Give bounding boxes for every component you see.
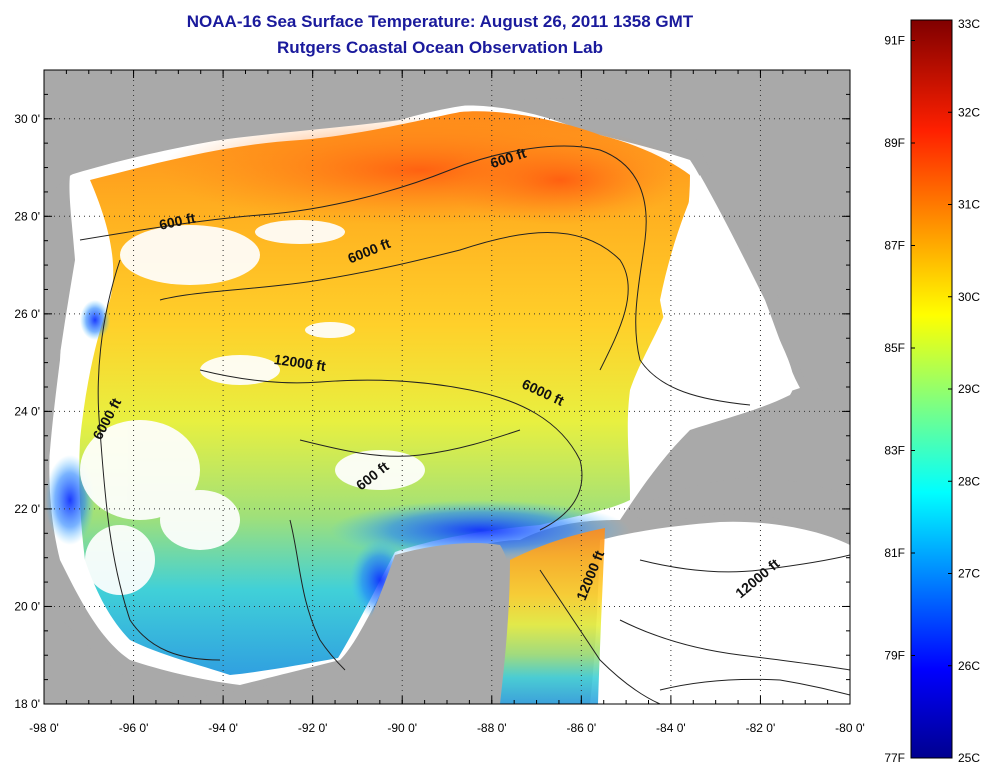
lon-tick-label: -80 0' [835,721,865,735]
colorbar-celsius-label: 28C [958,474,980,488]
lat-tick-label: 24 0' [14,404,40,418]
colorbar-celsius-label: 27C [958,567,980,581]
lon-tick-label: -96 0' [119,721,149,735]
colorbar-fahrenheit-label: 89F [884,136,905,150]
lon-tick-label: -92 0' [298,721,328,735]
lon-tick-label: -86 0' [567,721,597,735]
colorbar-celsius-label: 32C [958,105,980,119]
contour-label: 12000 ft [273,351,327,374]
lat-tick-label: 30 0' [14,112,40,126]
graticule [44,70,850,704]
colorbar-fahrenheit-label: 81F [884,546,905,560]
lat-tick-label: 22 0' [14,502,40,516]
colorbar-fahrenheit-label: 85F [884,341,905,355]
colorbar-celsius-label: 33C [958,17,980,31]
colorbar-celsius-label: 29C [958,382,980,396]
colorbar-fahrenheit-label: 79F [884,649,905,663]
map-subtitle: Rutgers Coastal Ocean Observation Lab [277,38,603,57]
florida-land [690,70,850,392]
lat-tick-label: 20 0' [14,599,40,613]
colorbar-celsius-label: 25C [958,751,980,765]
colorbar-fahrenheit-label: 83F [884,444,905,458]
lon-tick-label: -94 0' [208,721,238,735]
cloud-mask [80,220,425,595]
lon-tick-label: -90 0' [387,721,417,735]
colorbar-fahrenheit-label: 77F [884,751,905,765]
map-title: NOAA-16 Sea Surface Temperature: August … [186,12,694,31]
colorbar-celsius-label: 26C [958,659,980,673]
lat-tick-label: 28 0' [14,209,40,223]
yucatan-land [330,543,512,704]
colorbar-gradient [910,19,953,759]
lat-tick-label: 26 0' [14,307,40,321]
lon-tick-label: -98 0' [29,721,59,735]
contour-label: 600 ft [158,209,197,232]
colorbar: 33C 32C 31C 30C 29C 28C 27C 26C 25C 91F 89F 87F 85F 8… [884,17,980,765]
colorbar-celsius-label: 30C [958,290,980,304]
lon-tick-label: -84 0' [656,721,686,735]
colorbar-celsius-label: 31C [958,198,980,212]
colorbar-fahrenheit-label: 87F [884,239,905,253]
bathymetry-contours [79,145,850,704]
colorbar-fahrenheit-label: 91F [884,34,905,48]
axis-ticks: -98 0' -96 0' -94 0' -92 0' -90 0' -88 0' -86 … [14,69,865,735]
lon-tick-label: -82 0' [746,721,776,735]
lat-tick-label: 18 0' [14,697,40,711]
lon-tick-label: -88 0' [477,721,507,735]
